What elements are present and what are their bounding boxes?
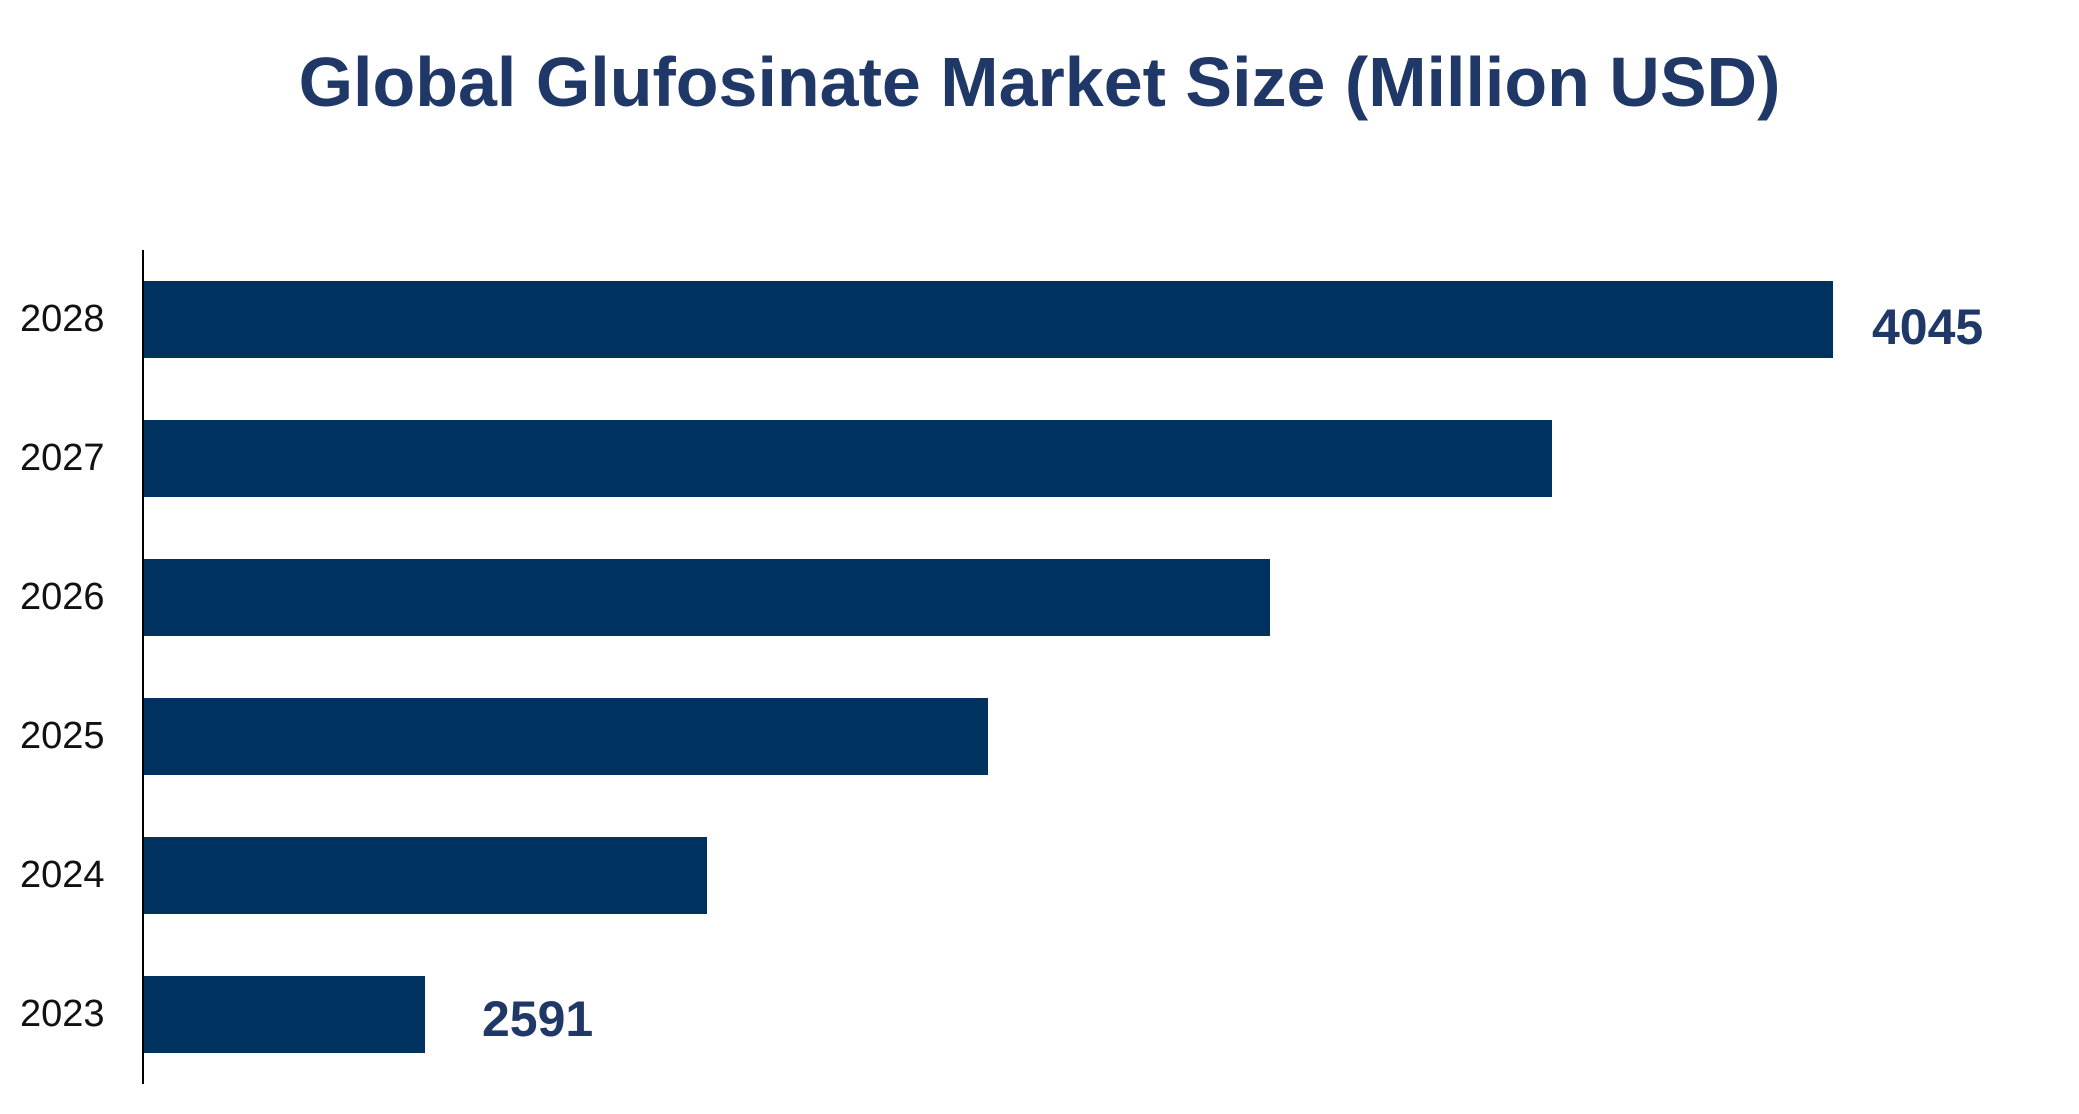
y-tick-label: 2027 — [20, 437, 105, 479]
y-tick-label: 2023 — [20, 993, 105, 1035]
y-tick-label: 2025 — [20, 715, 105, 757]
bar-2025 — [144, 698, 988, 775]
chart-title: Global Glufosinate Market Size (Million … — [298, 43, 1781, 121]
y-tick-label: 2026 — [20, 576, 105, 618]
bar-2023 — [144, 976, 425, 1053]
value-label-2023: 2591 — [482, 991, 594, 1047]
y-tick-label: 2024 — [20, 854, 105, 896]
bar-2026 — [144, 559, 1270, 636]
y-axis-line — [142, 250, 144, 1084]
bar-2024 — [144, 837, 707, 914]
bar-2027 — [144, 420, 1552, 497]
y-tick-label: 2028 — [20, 298, 105, 340]
value-label-2028: 4045 — [1872, 299, 1984, 355]
bar-2028 — [144, 281, 1833, 358]
